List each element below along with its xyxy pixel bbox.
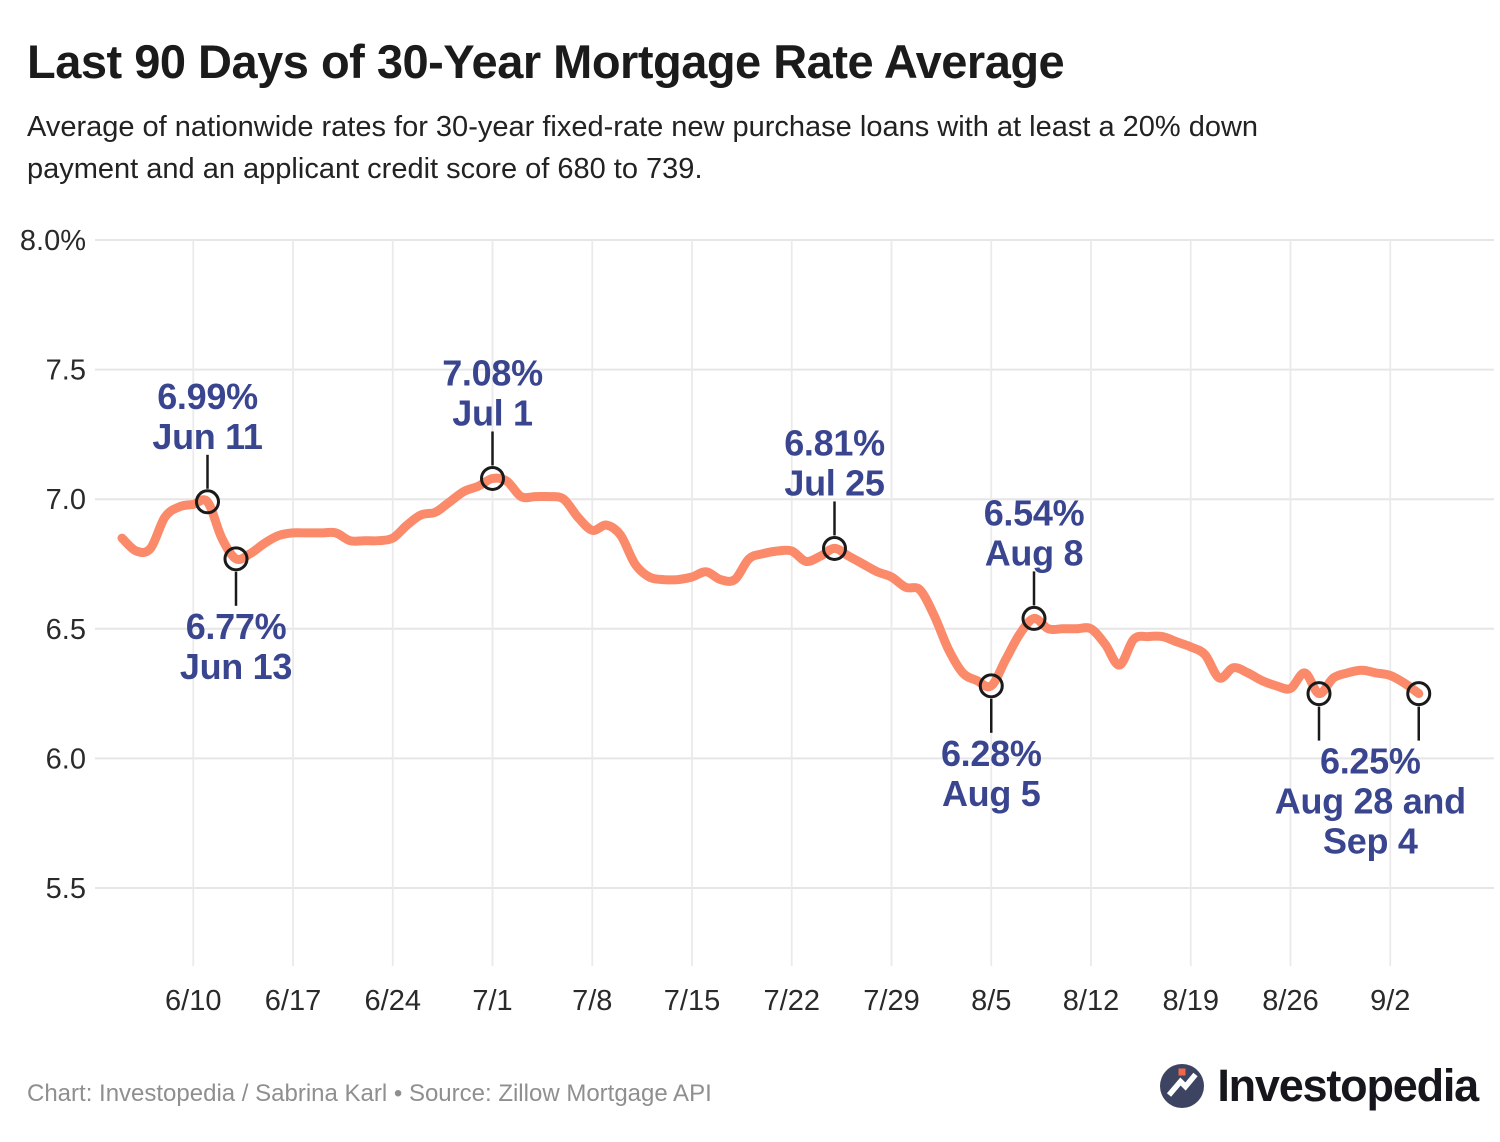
annotation-value-label-jun-13: 6.77%: [186, 606, 287, 647]
annotation-date-label-jul-1: Jul 1: [452, 392, 533, 433]
annotation-value-label-aug-8: 6.54%: [984, 492, 1085, 533]
y-axis-tick-label: 5.5: [46, 873, 86, 905]
rate-line-series: [117, 473, 1424, 699]
annotation-marker-aug-28-and: [1306, 681, 1332, 707]
mortgage-rate-line-chart: 8.0% 7.5 7.0 6.5 6.0 5.5 6/10 6/17 6/24 7/1 7/8 7/1…: [20, 225, 1494, 1017]
x-axis-tick-label: 8/19: [1163, 985, 1219, 1017]
annotation-date-label-jun-13: Jun 13: [180, 646, 292, 687]
investopedia-logo-icon: [1160, 1064, 1205, 1108]
annotation-date-label-aug-5: Aug 5: [942, 773, 1041, 814]
page-subtitle: Average of nationwide rates for 30-year …: [27, 111, 1259, 185]
x-axis-tick-label: 7/15: [664, 985, 720, 1017]
x-axis-tick-label: 7/8: [572, 985, 612, 1017]
chart-credit: Chart: Investopedia / Sabrina Karl • Sou…: [27, 1080, 712, 1107]
annotation-value-label-aug-5: 6.28%: [941, 733, 1042, 774]
annotation-marker-aug-5: [978, 673, 1004, 699]
x-axis-tick-label: 7/29: [863, 985, 919, 1017]
y-axis-tick-label: 8.0%: [20, 225, 86, 257]
annotation-value-label-aug-28-and: 6.25%: [1320, 741, 1421, 782]
x-axis-tick-label: 8/12: [1063, 985, 1119, 1017]
annotation-value-label-jun-11: 6.99%: [157, 376, 258, 417]
x-axis-tick-label: 9/2: [1370, 985, 1410, 1017]
annotation-marker-jun-11: [195, 489, 220, 515]
x-axis-tick-label: 7/22: [764, 985, 820, 1017]
x-axis-tick-label: 8/26: [1262, 985, 1318, 1017]
annotation-marker-aug-28-and: [1406, 681, 1432, 707]
y-axis-tick-label: 6.0: [46, 743, 86, 775]
annotation-marker-aug-8: [1021, 605, 1047, 631]
x-axis-tick-label: 6/24: [365, 985, 421, 1017]
annotation-date-label-jul-25: Jul 25: [784, 462, 885, 503]
annotation-date-label-aug-8: Aug 8: [985, 532, 1084, 573]
x-axis-tick-label: 6/10: [165, 985, 221, 1017]
page-title: Last 90 Days of 30-Year Mortgage Rate Av…: [27, 35, 1065, 88]
annotation-date-label-aug-28-and: Aug 28 and: [1275, 781, 1466, 822]
investopedia-logo: Investopedia: [1159, 1060, 1479, 1112]
annotation-marker-jul-25: [822, 535, 847, 561]
annotation-value-label-jul-1: 7.08%: [442, 352, 543, 393]
x-axis-tick-label: 6/17: [265, 985, 321, 1017]
investopedia-logo-text: Investopedia: [1217, 1060, 1479, 1111]
annotation-value-label-jul-25: 6.81%: [784, 422, 885, 463]
annotation-date-label-jun-11: Jun 11: [152, 416, 263, 457]
annotation-marker-jul-1: [480, 465, 505, 491]
annotation-date-label-aug-28-and: Sep 4: [1323, 821, 1418, 862]
x-axis-tick-label: 7/1: [472, 985, 512, 1017]
x-axis-tick-label: 8/5: [971, 985, 1011, 1017]
annotation-marker-jun-13: [223, 546, 249, 572]
y-axis-tick-label: 6.5: [46, 614, 86, 646]
y-axis-tick-label: 7.0: [46, 484, 86, 516]
y-axis-tick-label: 7.5: [46, 355, 86, 387]
